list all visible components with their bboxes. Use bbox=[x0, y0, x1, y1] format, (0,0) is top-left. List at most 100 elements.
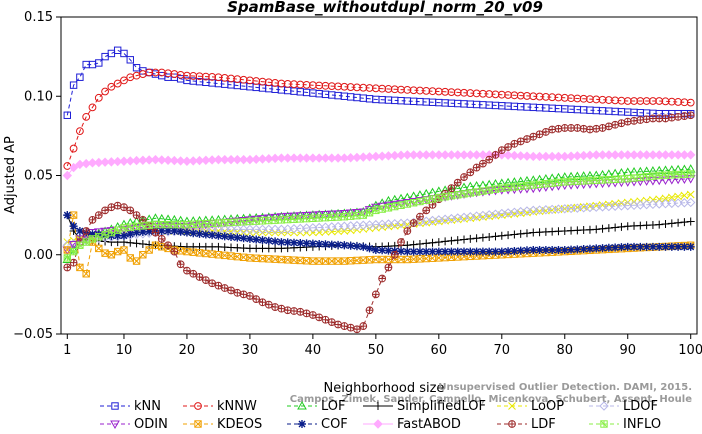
data-point bbox=[422, 196, 430, 204]
data-point bbox=[252, 254, 260, 262]
x-tick-label: 100 bbox=[678, 343, 702, 358]
data-point bbox=[315, 257, 323, 265]
data-point bbox=[314, 153, 324, 163]
data-point bbox=[504, 247, 513, 256]
data-point bbox=[604, 243, 613, 252]
legend-marker bbox=[111, 402, 119, 410]
legend-item-cof: COF bbox=[287, 417, 348, 432]
data-point bbox=[169, 155, 180, 166]
data-point bbox=[402, 150, 413, 160]
data-point bbox=[409, 199, 418, 207]
data-point bbox=[226, 154, 236, 165]
data-point bbox=[296, 239, 305, 248]
data-point bbox=[567, 245, 576, 254]
data-point bbox=[315, 239, 324, 248]
data-point bbox=[466, 189, 475, 197]
data-point bbox=[233, 288, 242, 297]
legend-label: COF bbox=[321, 417, 348, 432]
data-point bbox=[660, 150, 671, 160]
data-point bbox=[233, 233, 242, 242]
data-point bbox=[504, 231, 513, 240]
data-point bbox=[661, 220, 670, 229]
data-point bbox=[534, 151, 545, 162]
data-point bbox=[214, 219, 223, 227]
data-point bbox=[497, 231, 506, 240]
data-point bbox=[238, 154, 249, 165]
legend-item-knn: kNN bbox=[100, 399, 161, 414]
x-tick-label: 80 bbox=[556, 343, 573, 358]
data-point bbox=[415, 247, 424, 256]
data-point bbox=[101, 206, 109, 215]
data-point bbox=[604, 122, 613, 131]
series-knn bbox=[63, 46, 695, 119]
data-point bbox=[447, 192, 456, 200]
series-cof bbox=[63, 211, 695, 256]
data-point bbox=[667, 193, 676, 202]
data-point bbox=[478, 247, 487, 256]
data-point bbox=[132, 239, 141, 248]
data-point bbox=[183, 266, 191, 275]
axis-ticks: 1 10 20 30 40 50 60 70 80 90 100 −0.05 0.00 0.05 0.10 0… bbox=[13, 10, 702, 358]
data-point bbox=[428, 195, 437, 203]
data-point bbox=[515, 151, 526, 161]
data-point bbox=[649, 114, 657, 123]
data-point bbox=[365, 244, 374, 253]
data-point bbox=[648, 242, 657, 251]
data-point bbox=[107, 49, 116, 58]
data-point bbox=[245, 224, 255, 235]
data-point bbox=[453, 247, 462, 256]
data-point bbox=[592, 124, 601, 133]
data-point bbox=[340, 227, 349, 235]
legend-marker bbox=[110, 420, 120, 430]
data-point bbox=[94, 211, 103, 220]
data-point bbox=[642, 115, 651, 124]
data-point bbox=[258, 236, 267, 245]
legend-label: KDEOS bbox=[217, 417, 262, 432]
data-point bbox=[661, 194, 670, 203]
data-point bbox=[264, 300, 273, 309]
data-point bbox=[346, 241, 355, 250]
data-point bbox=[453, 236, 462, 245]
data-point bbox=[63, 263, 72, 272]
data-point bbox=[529, 132, 538, 141]
data-point bbox=[383, 195, 394, 205]
data-point bbox=[214, 231, 223, 240]
legend-item-lof: LOF bbox=[287, 399, 346, 414]
data-point bbox=[328, 213, 336, 222]
data-point bbox=[592, 244, 601, 253]
series-knnw bbox=[63, 68, 695, 170]
data-point bbox=[283, 238, 292, 247]
data-point bbox=[277, 228, 286, 237]
data-point bbox=[113, 201, 122, 210]
data-point bbox=[648, 150, 658, 160]
legend-marker bbox=[600, 420, 608, 428]
data-point bbox=[654, 150, 664, 160]
data-point bbox=[598, 244, 607, 253]
data-point bbox=[201, 276, 210, 285]
data-point bbox=[655, 220, 664, 229]
data-point bbox=[132, 228, 141, 237]
data-point bbox=[82, 112, 91, 121]
data-point bbox=[353, 211, 361, 220]
data-point bbox=[472, 234, 481, 243]
data-point bbox=[296, 307, 305, 316]
data-point bbox=[75, 226, 84, 235]
data-point bbox=[497, 247, 506, 256]
legend-item-inflo: INFLO bbox=[589, 417, 661, 432]
data-point bbox=[245, 234, 254, 243]
data-point bbox=[617, 243, 626, 252]
data-point bbox=[150, 154, 161, 165]
data-point bbox=[636, 242, 645, 251]
data-point bbox=[63, 211, 72, 220]
data-point bbox=[460, 247, 469, 256]
data-point bbox=[655, 242, 664, 251]
data-point bbox=[107, 203, 116, 212]
data-point bbox=[120, 76, 128, 85]
data-point bbox=[69, 247, 78, 256]
data-point bbox=[416, 197, 424, 206]
data-point bbox=[239, 290, 248, 299]
legend-item-ldf: LDF bbox=[497, 417, 556, 432]
data-point bbox=[686, 242, 695, 251]
data-point bbox=[409, 240, 418, 249]
data-point bbox=[516, 229, 525, 238]
